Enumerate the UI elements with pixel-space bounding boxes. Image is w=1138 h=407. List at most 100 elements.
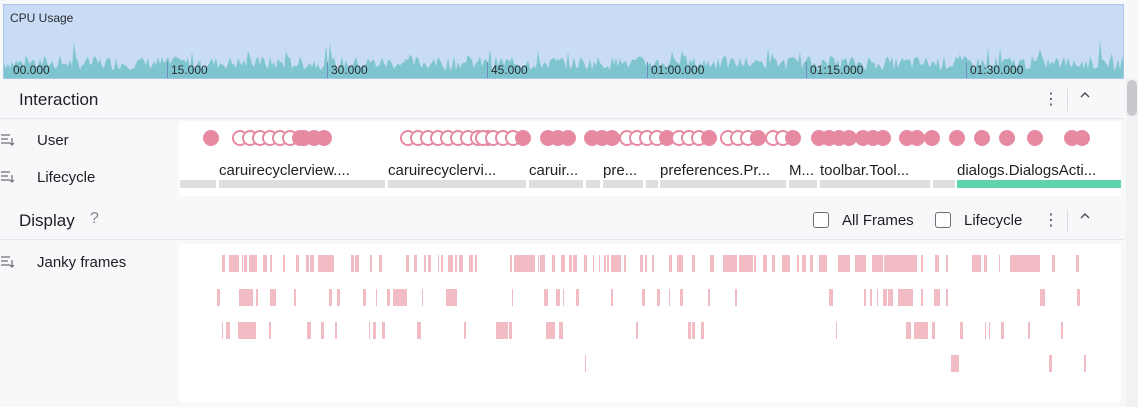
lifecycle-segment-bar[interactable] xyxy=(789,180,817,188)
janky-frame-marker[interactable] xyxy=(238,322,254,339)
janky-frame-marker[interactable] xyxy=(763,255,767,272)
janky-frame-marker[interactable] xyxy=(828,289,831,306)
janky-frame-marker[interactable] xyxy=(252,322,257,339)
janky-frame-marker[interactable] xyxy=(894,255,899,272)
janky-frame-marker[interactable] xyxy=(375,289,377,306)
filter-list-icon[interactable] xyxy=(0,133,16,147)
janky-frame-marker[interactable] xyxy=(818,255,822,272)
filter-list-icon[interactable] xyxy=(0,255,16,269)
janky-frame-marker[interactable] xyxy=(310,255,314,272)
lifecycle-segment-bar[interactable] xyxy=(180,180,216,188)
janky-frame-marker[interactable] xyxy=(269,289,276,306)
janky-frame-marker[interactable] xyxy=(440,255,443,272)
janky-frame-marker[interactable] xyxy=(585,355,586,372)
janky-frame-marker[interactable] xyxy=(733,255,737,272)
janky-frame-marker[interactable] xyxy=(610,289,614,306)
user-interaction-marker[interactable] xyxy=(560,130,576,146)
janky-frame-marker[interactable] xyxy=(887,289,891,306)
janky-frame-marker[interactable] xyxy=(669,255,673,272)
janky-frame-marker[interactable] xyxy=(863,289,866,306)
janky-frame-marker[interactable] xyxy=(592,255,594,272)
lifecycle-segment-bar[interactable] xyxy=(603,180,643,188)
user-interaction-marker[interactable] xyxy=(1074,130,1090,146)
janky-frame-marker[interactable] xyxy=(318,255,322,272)
janky-frame-marker[interactable] xyxy=(1030,255,1041,272)
lifecycle-segment-bar[interactable] xyxy=(529,180,583,188)
janky-frame-marker[interactable] xyxy=(972,255,981,272)
janky-frame-marker[interactable] xyxy=(1010,255,1019,272)
janky-frame-marker[interactable] xyxy=(496,322,508,339)
more-vertical-icon[interactable]: ⋮ xyxy=(1043,212,1059,229)
janky-frame-marker[interactable] xyxy=(988,322,990,339)
cpu-usage-track[interactable]: CPU Usage 00.000 15.000 30.000 45.000 01… xyxy=(3,4,1124,79)
janky-frame-marker[interactable] xyxy=(892,255,894,272)
janky-frame-marker[interactable] xyxy=(509,322,512,339)
janky-frame-marker[interactable] xyxy=(838,255,850,272)
janky-frame-marker[interactable] xyxy=(217,289,220,306)
user-interaction-marker[interactable] xyxy=(785,130,801,146)
lifecycle-segment-bar[interactable] xyxy=(219,180,385,188)
janky-frame-marker[interactable] xyxy=(226,322,230,339)
janky-frame-marker[interactable] xyxy=(573,255,577,272)
janky-frame-marker[interactable] xyxy=(636,322,639,339)
janky-frame-marker[interactable] xyxy=(945,289,949,306)
janky-frame-marker[interactable] xyxy=(511,289,513,306)
janky-frame-marker[interactable] xyxy=(642,289,646,306)
janky-frame-marker[interactable] xyxy=(679,289,683,306)
janky-frame-marker[interactable] xyxy=(1028,322,1031,339)
janky-frame-marker[interactable] xyxy=(382,322,385,339)
janky-frame-marker[interactable] xyxy=(747,255,750,272)
janky-frame-marker[interactable] xyxy=(369,255,372,272)
user-interaction-marker[interactable] xyxy=(701,130,717,146)
janky-frame-marker[interactable] xyxy=(877,289,879,306)
janky-frame-marker[interactable] xyxy=(568,255,573,272)
janky-frame-marker[interactable] xyxy=(898,289,913,306)
janky-frame-marker[interactable] xyxy=(932,322,935,339)
janky-frame-marker[interactable] xyxy=(337,289,341,306)
janky-frame-marker[interactable] xyxy=(640,255,644,272)
janky-frame-marker[interactable] xyxy=(668,289,670,306)
all-frames-checkbox[interactable] xyxy=(813,212,829,228)
janky-frame-marker[interactable] xyxy=(644,255,647,272)
janky-frame-marker[interactable] xyxy=(368,322,370,339)
janky-frame-marker[interactable] xyxy=(363,289,365,306)
janky-frame-marker[interactable] xyxy=(855,255,866,272)
janky-frame-marker[interactable] xyxy=(459,255,463,272)
janky-frame-marker[interactable] xyxy=(537,255,540,272)
janky-frame-marker[interactable] xyxy=(249,255,252,272)
janky-frame-marker[interactable] xyxy=(295,255,300,272)
janky-frame-marker[interactable] xyxy=(321,255,333,272)
janky-frame-marker[interactable] xyxy=(951,355,959,372)
janky-frame-marker[interactable] xyxy=(372,322,377,339)
lifecycle-segment-bar[interactable] xyxy=(820,180,930,188)
janky-frames-track[interactable] xyxy=(179,244,1121,402)
lifecycle-segment-bar[interactable] xyxy=(388,180,526,188)
janky-frame-marker[interactable] xyxy=(475,255,478,272)
janky-frame-marker[interactable] xyxy=(934,255,939,272)
janky-frame-marker[interactable] xyxy=(293,289,297,306)
janky-frame-marker[interactable] xyxy=(707,289,710,306)
user-interaction-marker[interactable] xyxy=(1027,130,1043,146)
janky-frame-marker[interactable] xyxy=(241,255,243,272)
janky-frame-marker[interactable] xyxy=(1039,289,1042,306)
janky-frame-marker[interactable] xyxy=(355,255,358,272)
lifecycle-segment-bar[interactable] xyxy=(646,180,658,188)
janky-frame-marker[interactable] xyxy=(446,289,450,306)
janky-frame-marker[interactable] xyxy=(599,255,601,272)
janky-frame-marker[interactable] xyxy=(623,255,626,272)
janky-frame-marker[interactable] xyxy=(701,322,705,339)
help-icon[interactable]: ? xyxy=(90,210,99,227)
janky-frame-marker[interactable] xyxy=(619,255,621,272)
janky-frame-marker[interactable] xyxy=(676,255,683,272)
user-interaction-marker[interactable] xyxy=(875,130,891,146)
user-interaction-marker[interactable] xyxy=(515,130,531,146)
janky-frame-marker[interactable] xyxy=(611,255,615,272)
janky-frame-marker[interactable] xyxy=(237,255,240,272)
lifecycle-segment-bar[interactable] xyxy=(933,180,955,188)
janky-frame-marker[interactable] xyxy=(305,255,309,272)
filter-list-icon[interactable] xyxy=(0,170,16,184)
janky-frame-marker[interactable] xyxy=(872,255,884,272)
janky-frame-marker[interactable] xyxy=(607,255,609,272)
janky-frame-marker[interactable] xyxy=(357,255,360,272)
janky-frame-marker[interactable] xyxy=(447,255,449,272)
